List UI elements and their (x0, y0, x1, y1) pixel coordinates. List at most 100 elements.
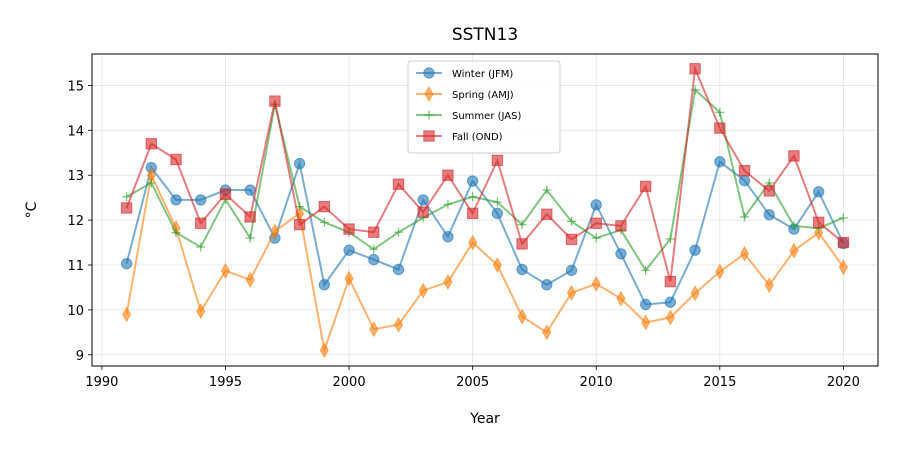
data-point (443, 199, 453, 209)
data-point (715, 263, 725, 280)
chart-title: SSTN13 (452, 25, 518, 45)
data-point (641, 314, 651, 331)
data-point (171, 228, 181, 238)
y-tick-label: 15 (67, 79, 84, 94)
data-point (120, 202, 133, 214)
y-tick-label: 12 (67, 214, 84, 229)
x-tick-label: 2020 (827, 375, 860, 390)
legend-box (407, 60, 561, 154)
data-point (567, 216, 577, 226)
y-tick-label: 13 (67, 169, 84, 184)
data-point (541, 208, 553, 220)
plot-frame (91, 53, 879, 367)
data-point (417, 194, 429, 206)
data-point (244, 184, 256, 196)
data-point (468, 234, 478, 251)
data-point (789, 242, 799, 259)
data-point (368, 226, 380, 238)
data-point (219, 188, 232, 200)
x-tick-label: 2005 (456, 375, 489, 390)
data-point (442, 169, 454, 181)
data-point (318, 200, 331, 213)
legend-label: Winter (JFM) (452, 69, 513, 80)
data-point (195, 194, 207, 206)
data-point (146, 178, 156, 188)
legend-marker (424, 85, 434, 103)
data-point (838, 213, 848, 223)
x-tick-label: 2010 (580, 375, 613, 390)
data-point (541, 279, 553, 291)
legend-label: Spring (AMJ) (452, 90, 514, 101)
data-point (665, 309, 675, 326)
data-point (812, 216, 825, 229)
data-point (763, 185, 775, 197)
series-3 (120, 63, 850, 288)
data-point (738, 165, 751, 177)
data-point (122, 306, 132, 323)
series-0 (120, 156, 850, 311)
data-point (466, 175, 479, 187)
y-axis-label: °C (24, 201, 40, 218)
data-point (665, 234, 675, 244)
data-point (590, 199, 602, 211)
data-point (739, 245, 750, 262)
data-point (392, 263, 405, 276)
data-point (491, 154, 504, 167)
x-tick-label: 2000 (333, 375, 366, 390)
data-point (196, 242, 206, 252)
data-point (591, 275, 601, 292)
data-point (344, 270, 354, 287)
data-point (195, 217, 207, 229)
data-point (196, 303, 206, 320)
data-point (812, 186, 825, 198)
data-point (690, 285, 700, 302)
data-point (492, 197, 502, 207)
data-point (664, 275, 677, 288)
data-point (368, 253, 380, 266)
legend-label: Fall (OND) (452, 132, 503, 143)
data-point (392, 178, 405, 190)
legend: Winter (JFM) Spring (AMJ) Summer (JAS) Fall… (407, 60, 561, 154)
series-1 (122, 167, 848, 359)
data-point (293, 157, 306, 170)
data-point (319, 217, 329, 227)
data-point (740, 212, 750, 222)
data-point (566, 284, 577, 301)
legend-marker (423, 67, 435, 79)
data-point (442, 231, 454, 243)
data-point (318, 279, 331, 291)
data-point (591, 233, 601, 243)
data-point (838, 259, 848, 276)
data-point (689, 244, 701, 256)
data-point (369, 321, 379, 338)
data-point (639, 298, 652, 311)
data-point (122, 192, 132, 202)
y-tick-label: 14 (67, 124, 84, 139)
data-point (788, 150, 800, 162)
data-point (417, 206, 429, 218)
legend-item: Winter (JFM) (416, 67, 513, 80)
data-point (616, 290, 626, 307)
data-point (245, 271, 255, 288)
data-point (517, 220, 527, 230)
data-point (319, 342, 329, 359)
data-point (468, 192, 478, 202)
data-point (245, 233, 255, 243)
data-point (764, 277, 774, 294)
data-point (516, 238, 528, 250)
data-point (269, 95, 281, 107)
data-point (714, 122, 726, 134)
data-point (170, 153, 182, 166)
y-tick-label: 9 (76, 349, 84, 364)
data-point (170, 194, 182, 206)
data-point (491, 207, 504, 220)
data-point (689, 63, 701, 75)
data-point (738, 174, 751, 187)
data-point (443, 274, 453, 291)
data-point (542, 324, 552, 341)
data-point (639, 180, 652, 193)
data-point (244, 211, 256, 223)
x-tick-label: 1995 (209, 375, 242, 390)
data-point (120, 257, 133, 270)
